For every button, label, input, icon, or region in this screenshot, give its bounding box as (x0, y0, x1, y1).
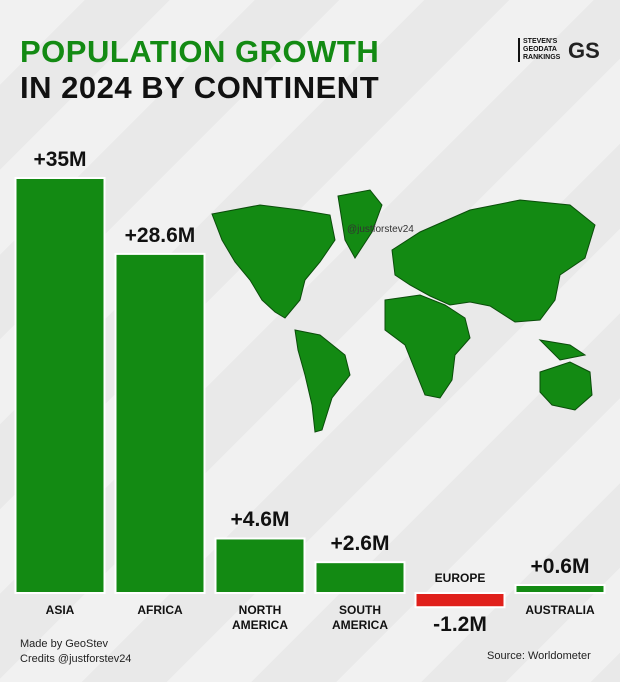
category-label: SOUTH AMERICA (332, 603, 388, 632)
category-label: NORTH AMERICA (232, 603, 288, 632)
world-map (211, 189, 596, 433)
value-label: +2.6M (330, 532, 390, 556)
value-label: +0.6M (530, 555, 590, 578)
chart-subtitle: IN 2024 BY CONTINENT (20, 70, 380, 105)
chart-title: POPULATION GROWTH (20, 34, 380, 69)
category-label: ASIA (45, 603, 75, 617)
category-label: AFRICA (137, 603, 183, 617)
watermark: @justforstev24 (347, 224, 414, 235)
category-label: EUROPE (434, 571, 486, 585)
category-label: AUSTRALIA (525, 603, 595, 617)
value-label: -1.2M (433, 613, 487, 637)
value-label: +4.6M (230, 508, 290, 532)
logo-text: STEVEN'S GEODATA RANKINGS (518, 38, 571, 62)
made-by: Made by GeoStev (20, 638, 109, 650)
source: Source: Worldometer (487, 650, 591, 662)
logo-mark: GS (568, 38, 600, 63)
bar (414, 592, 506, 609)
value-label: +28.6M (124, 223, 196, 247)
bar (14, 177, 106, 594)
bar (314, 561, 406, 595)
bar (214, 537, 306, 595)
value-label: +35M (33, 148, 87, 171)
bar (514, 584, 606, 594)
bar (114, 252, 206, 594)
credits: Credits @justforstev24 (20, 653, 132, 665)
